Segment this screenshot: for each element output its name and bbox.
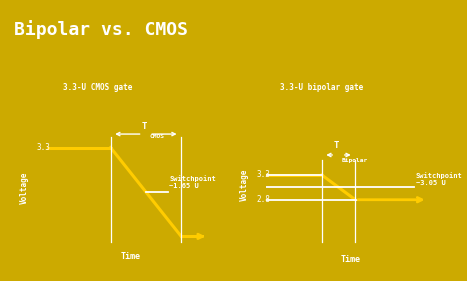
Text: Switchpoint
~3.05 U: Switchpoint ~3.05 U xyxy=(416,172,463,186)
Text: Switchpoint
~1.65 U: Switchpoint ~1.65 U xyxy=(170,175,216,189)
Text: Time: Time xyxy=(340,255,360,264)
Text: Bipolar: Bipolar xyxy=(342,158,368,164)
Text: Voltage: Voltage xyxy=(20,172,29,204)
Text: CMOS: CMOS xyxy=(149,134,164,139)
Text: 3.3: 3.3 xyxy=(36,143,50,152)
Text: Bipolar vs. CMOS: Bipolar vs. CMOS xyxy=(14,20,188,39)
Text: 2.8: 2.8 xyxy=(256,195,270,204)
Text: T: T xyxy=(334,140,340,149)
Text: Voltage: Voltage xyxy=(239,169,248,201)
Text: 3.3: 3.3 xyxy=(256,170,270,179)
Text: T: T xyxy=(142,122,147,131)
Text: Time: Time xyxy=(121,252,141,261)
Text: 3.3-U CMOS gate: 3.3-U CMOS gate xyxy=(63,83,133,92)
Text: 3.3-U bipolar gate: 3.3-U bipolar gate xyxy=(280,83,363,92)
